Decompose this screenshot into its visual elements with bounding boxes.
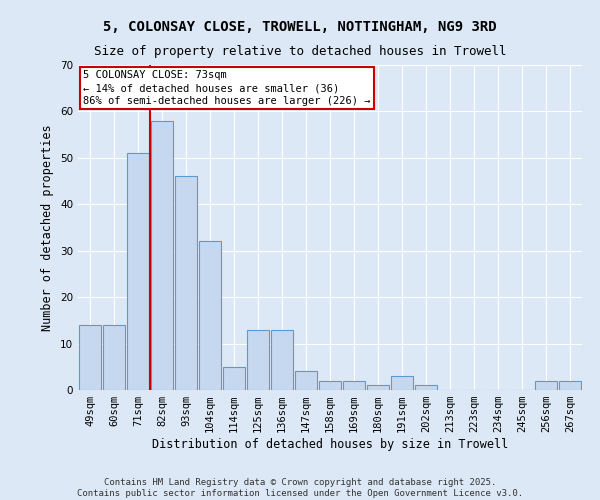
Bar	[151, 120, 173, 390]
Bar	[415, 386, 437, 390]
X-axis label: Distribution of detached houses by size in Trowell: Distribution of detached houses by size …	[152, 438, 508, 451]
Bar	[223, 367, 245, 390]
Text: 5 COLONSAY CLOSE: 73sqm
← 14% of detached houses are smaller (36)
86% of semi-de: 5 COLONSAY CLOSE: 73sqm ← 14% of detache…	[83, 70, 371, 106]
Bar	[535, 380, 557, 390]
Text: 5, COLONSAY CLOSE, TROWELL, NOTTINGHAM, NG9 3RD: 5, COLONSAY CLOSE, TROWELL, NOTTINGHAM, …	[103, 20, 497, 34]
Bar	[127, 153, 149, 390]
Bar	[103, 325, 125, 390]
Bar	[175, 176, 197, 390]
Bar	[319, 380, 341, 390]
Text: Contains HM Land Registry data © Crown copyright and database right 2025.
Contai: Contains HM Land Registry data © Crown c…	[77, 478, 523, 498]
Bar	[79, 325, 101, 390]
Bar	[271, 330, 293, 390]
Bar	[247, 330, 269, 390]
Bar	[199, 242, 221, 390]
Bar	[367, 386, 389, 390]
Bar	[343, 380, 365, 390]
Text: Size of property relative to detached houses in Trowell: Size of property relative to detached ho…	[94, 45, 506, 58]
Bar	[295, 372, 317, 390]
Y-axis label: Number of detached properties: Number of detached properties	[41, 124, 55, 331]
Bar	[391, 376, 413, 390]
Bar	[559, 380, 581, 390]
